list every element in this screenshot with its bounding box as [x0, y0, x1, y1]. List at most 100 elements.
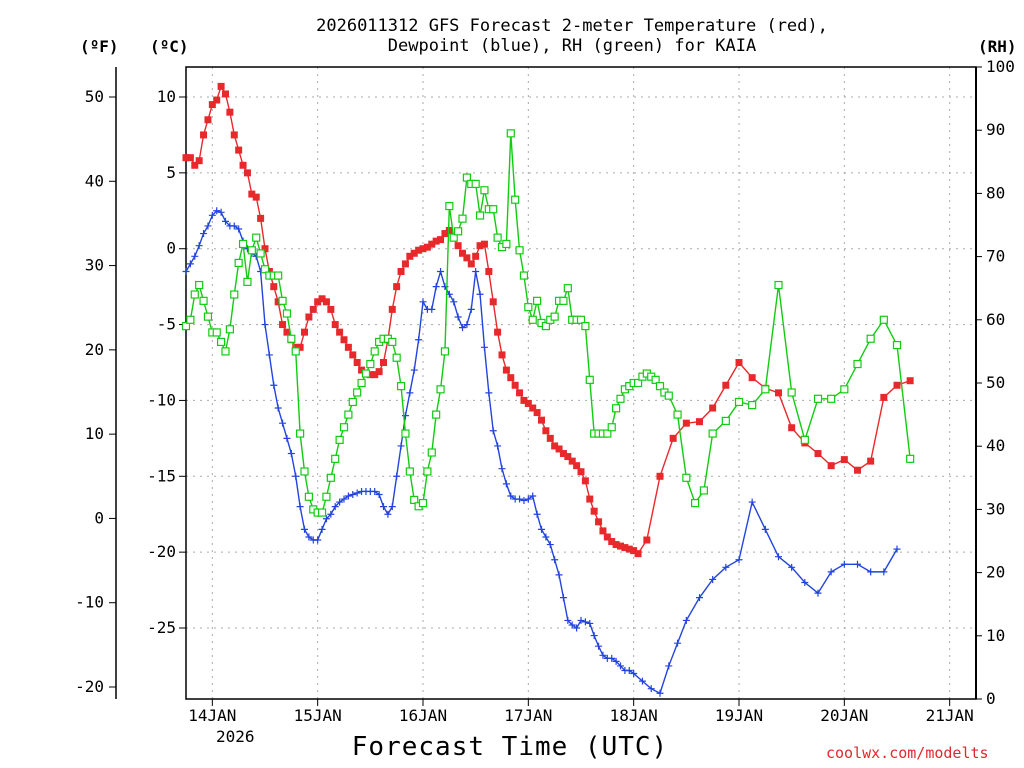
rh-point — [454, 227, 463, 236]
dewpoint-point — [814, 589, 822, 597]
dewpoint-point — [296, 503, 304, 511]
rh-point — [405, 467, 414, 476]
dewpoint-point — [529, 492, 537, 500]
rh-tick-label: 0 — [986, 689, 996, 708]
dewpoint-point — [735, 556, 743, 564]
rh-point — [699, 486, 708, 495]
rh-tick-label: 30 — [986, 499, 1005, 518]
dewpoint-point — [480, 343, 488, 351]
dewpoint-point — [665, 662, 673, 670]
dewpoint-point — [775, 553, 782, 561]
rh-point — [515, 246, 524, 255]
rh-point — [616, 394, 625, 403]
dewpoint-point — [520, 497, 528, 505]
temperature-point — [682, 419, 690, 427]
temperature-point — [331, 321, 339, 329]
dewpoint-point — [200, 230, 208, 238]
dewpoint-point — [204, 222, 212, 230]
rh-point — [559, 296, 568, 305]
rh-point — [247, 246, 256, 255]
rh-point — [528, 315, 537, 324]
temperature-point — [410, 249, 418, 257]
rh-point — [511, 195, 520, 204]
temperature-point — [827, 462, 835, 470]
temperature-point — [656, 472, 664, 480]
dewpoint-point — [840, 560, 848, 568]
dewpoint-point — [555, 571, 563, 579]
rh-point — [800, 435, 809, 444]
temperature-point — [274, 298, 282, 306]
x-tick-label: 20JAN — [820, 706, 868, 725]
rh-point — [282, 309, 292, 318]
rh-point — [493, 233, 502, 242]
dewpoint-point — [292, 472, 300, 480]
temperature-point — [630, 547, 638, 555]
temperature-point — [301, 328, 308, 336]
temperature-point — [388, 305, 396, 313]
fahrenheit-axis-unit: (ºF) — [80, 37, 119, 56]
temperature-point — [538, 416, 545, 424]
dewpoint-point — [472, 267, 480, 275]
rh-point — [427, 448, 436, 457]
fahrenheit-tick-label: 10 — [85, 424, 104, 443]
dewpoint-point — [230, 222, 238, 230]
temperature-point — [261, 245, 269, 253]
fahrenheit-tick-label: 50 — [85, 87, 104, 106]
rh-point — [827, 394, 836, 403]
rh-point — [655, 382, 665, 391]
rh-point — [506, 129, 515, 138]
temperature-point — [854, 466, 861, 474]
temperature-point — [380, 359, 387, 366]
celsius-axis-unit: (ºC) — [150, 37, 189, 56]
grid-lines — [186, 67, 976, 699]
temperature-point — [494, 328, 502, 336]
rh-point — [326, 473, 335, 482]
dewpoint-point — [538, 525, 545, 533]
temperature-point — [520, 396, 528, 404]
temperature-point — [226, 108, 234, 116]
dewpoint-point — [305, 533, 313, 541]
rh-point — [471, 179, 480, 189]
temperature-point — [612, 541, 620, 549]
dewpoint-point — [261, 321, 269, 329]
rh-point — [524, 303, 533, 312]
series-line — [185, 209, 898, 695]
rh-point — [388, 337, 397, 347]
temperature-point — [498, 351, 506, 359]
temperature-point — [472, 252, 480, 260]
rh-tick-label: 70 — [986, 247, 1005, 266]
dewpoint-point — [270, 381, 278, 389]
rh-point — [585, 375, 594, 384]
rh-point — [291, 347, 300, 356]
temperature-point — [353, 359, 361, 366]
dewpoint-point — [647, 685, 655, 693]
temperature-point — [502, 366, 510, 374]
rh-point — [813, 394, 823, 403]
dewpoint-point — [674, 639, 682, 647]
dewpoint-point — [344, 492, 352, 500]
temperature-point — [243, 169, 251, 177]
temperature-point — [344, 343, 352, 351]
celsius-tick-label: 0 — [166, 239, 176, 258]
dewpoint-point — [827, 568, 835, 576]
dewpoint-point — [494, 442, 502, 450]
temperature-point — [893, 381, 901, 389]
temperature-point — [867, 457, 875, 465]
dewpoint-point — [393, 472, 401, 480]
rh-point — [260, 265, 270, 274]
temperature-point — [296, 343, 304, 351]
fahrenheit-tick-label: 0 — [94, 508, 104, 527]
temperature-point — [568, 457, 576, 465]
x-tick-label: 19JAN — [715, 706, 763, 725]
temperature-point — [516, 389, 524, 397]
dewpoint-point — [287, 450, 295, 458]
temperature-point — [735, 359, 743, 366]
dewpoint-point — [546, 541, 554, 549]
temperature-point — [336, 328, 344, 336]
dewpoint-point — [371, 487, 379, 495]
temperature-point — [191, 161, 199, 169]
dewpoint-point — [507, 492, 515, 500]
temperature-point — [476, 242, 484, 250]
temperature-point — [305, 313, 313, 321]
rh-point — [361, 369, 371, 378]
